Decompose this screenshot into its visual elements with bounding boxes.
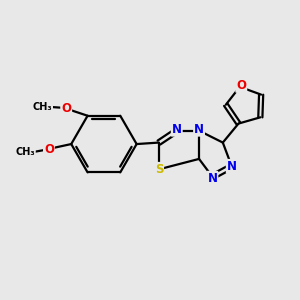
Text: S: S — [155, 163, 163, 176]
Text: O: O — [61, 102, 71, 115]
Text: N: N — [172, 123, 182, 136]
Text: O: O — [44, 143, 54, 156]
Text: N: N — [227, 160, 237, 173]
Text: N: N — [207, 172, 218, 185]
Text: O: O — [236, 79, 246, 92]
Text: CH₃: CH₃ — [33, 102, 52, 112]
Text: N: N — [194, 123, 204, 136]
Text: CH₃: CH₃ — [15, 147, 35, 158]
